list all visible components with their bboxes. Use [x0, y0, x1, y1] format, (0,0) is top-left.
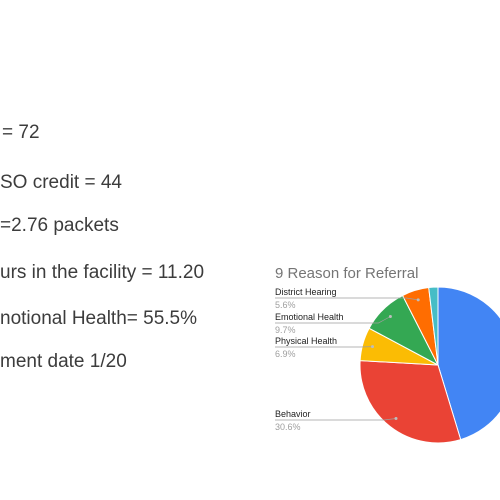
label-name-district-hearing: District Hearing	[275, 287, 337, 297]
chart-title: 9 Reason for Referral	[275, 265, 419, 282]
label-pct-emotional-health: 9.7%	[275, 325, 296, 335]
leader-dot-district-hearing	[416, 298, 420, 302]
pie-slice-unlabeled-5	[428, 286, 439, 366]
label-name-behavior: Behavior	[275, 409, 311, 419]
leader-line-district-hearing	[275, 297, 419, 301]
leader-dot-behavior	[394, 417, 398, 420]
stat-line-4: urs in the facility = 11.20	[0, 262, 205, 283]
pie-slice-behavior	[359, 360, 462, 444]
label-name-emotional-health: Emotional Health	[275, 312, 344, 322]
stat-line-1: = 72	[2, 122, 40, 143]
pie-slices	[359, 286, 500, 444]
label-pct-behavior: 30.6%	[275, 422, 301, 432]
pie-slice-unlabeled-0	[437, 286, 500, 441]
leader-dot-physical-health	[371, 345, 374, 349]
leader-line-behavior	[275, 418, 397, 421]
label-name-physical-health: Physical Health	[275, 336, 337, 346]
leader-line-emotional-health	[275, 316, 391, 324]
label-pct-district-hearing: 5.6%	[275, 300, 296, 310]
pie-labels: Behavior 30.6% Physical Health 6.9% Emotiona…	[275, 287, 420, 432]
stat-line-6: ment date 1/20	[0, 351, 127, 372]
stat-line-5: notional Health= 55.5%	[0, 308, 198, 329]
stat-line-3: =2.76 packets	[0, 215, 119, 236]
pie-chart: Behavior 30.6% Physical Health 6.9% Emotiona…	[275, 286, 500, 444]
stat-line-2: SO credit = 44	[0, 172, 122, 193]
leader-dot-emotional-health	[388, 315, 392, 318]
label-pct-physical-health: 6.9%	[275, 349, 296, 359]
